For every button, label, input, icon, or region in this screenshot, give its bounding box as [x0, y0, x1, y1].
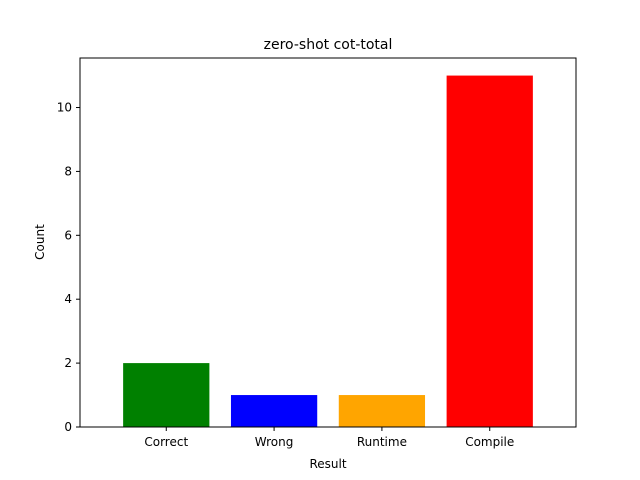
y-tick-label-8: 8 [64, 164, 72, 178]
x-tick-label-runtime: Runtime [357, 435, 407, 449]
bar-wrong [230, 395, 318, 427]
plot-area: Correct Wrong Runtime Compile 0 2 4 6 8 10 [57, 57, 577, 449]
y-tick-label-6: 6 [64, 228, 72, 242]
bar-compile [446, 75, 533, 427]
x-axis-label: Result [309, 457, 346, 471]
y-tick-label-2: 2 [64, 356, 72, 370]
bar-runtime [338, 395, 426, 427]
y-tick-label-10: 10 [57, 101, 72, 115]
x-tick-label-compile: Compile [465, 435, 514, 449]
y-axis-label: Count [33, 224, 47, 260]
y-tick-label-0: 0 [64, 420, 72, 434]
bar-correct [123, 363, 210, 427]
axes-frame [79, 57, 577, 428]
x-tick-label-wrong: Wrong [255, 435, 294, 449]
chart-title: zero-shot cot-total [264, 37, 393, 53]
y-tick-label-4: 4 [64, 292, 72, 306]
x-tick-label-correct: Correct [144, 435, 188, 449]
